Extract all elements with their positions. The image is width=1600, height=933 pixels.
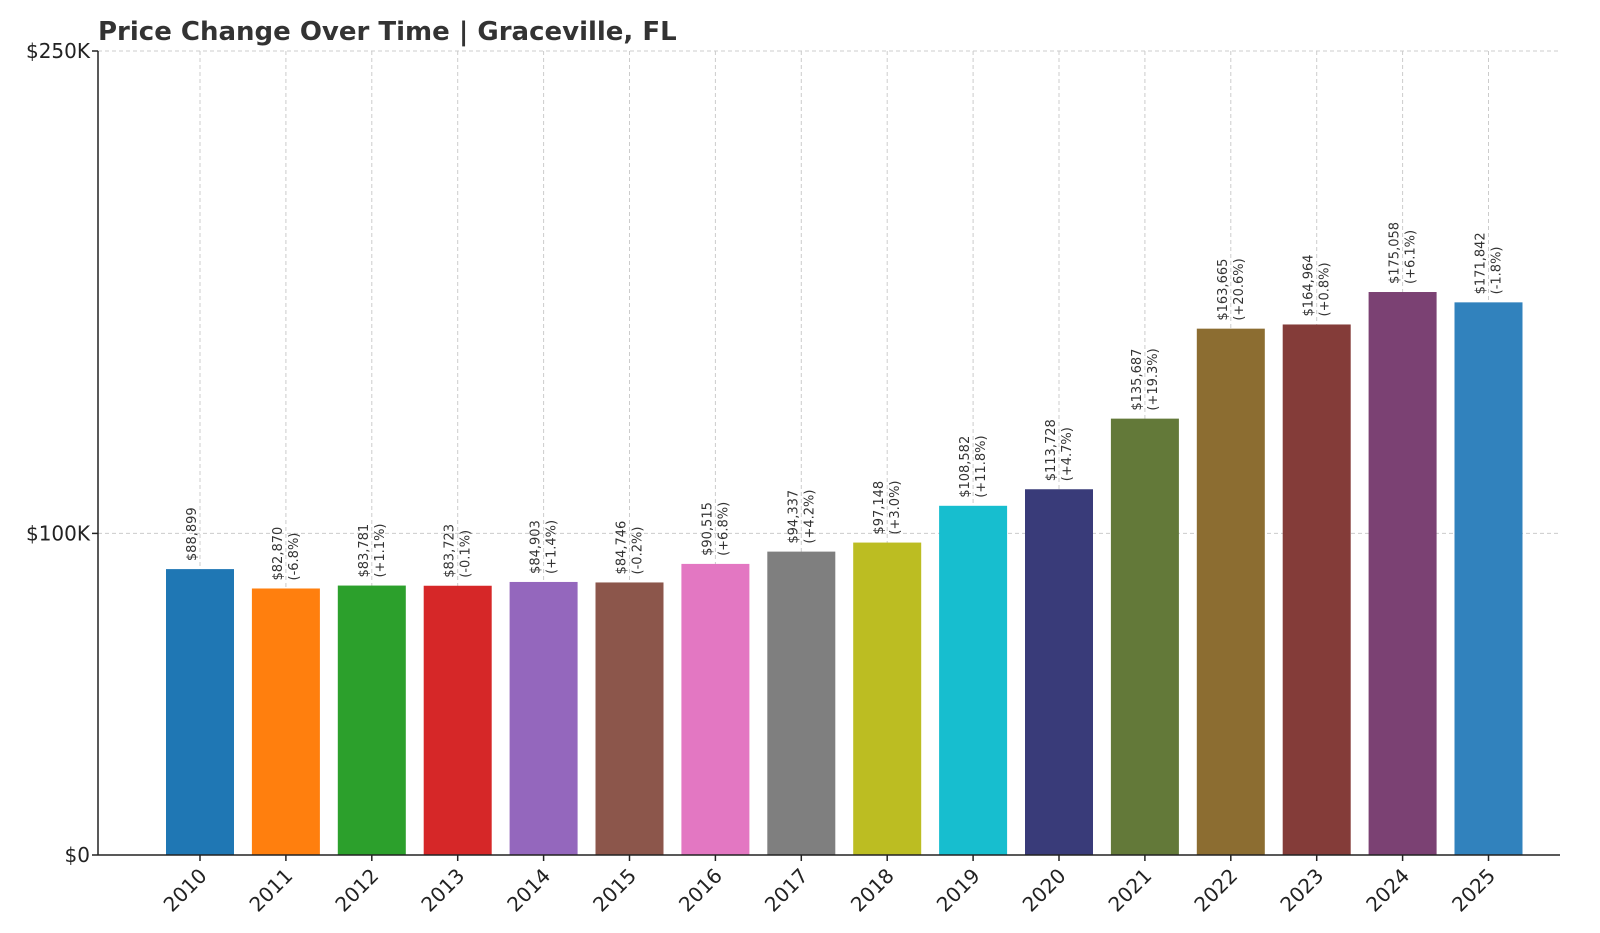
bar-2013 (423, 585, 492, 855)
bar-2020 (1025, 489, 1093, 855)
value-label: $90,515 (700, 502, 715, 556)
value-label: $84,903 (529, 520, 544, 574)
x-tick-label: 2024 (1361, 864, 1414, 917)
value-label: $108,582 (958, 436, 973, 498)
x-tick-label: 2019 (932, 864, 985, 917)
bar-2022 (1196, 328, 1265, 856)
value-label: $175,058 (1388, 222, 1403, 284)
x-tick-label: 2011 (244, 864, 297, 917)
change-label: (-0.2%) (631, 527, 646, 575)
chart-title: Price Change Over Time | Graceville, FL (98, 17, 677, 47)
data-label-2014: $84,903 (+1.4%) (529, 520, 560, 574)
data-label-2010: $88,899 (185, 507, 200, 561)
bar-2010 (166, 569, 234, 855)
bar-2017 (767, 551, 836, 855)
value-label: $88,899 (185, 507, 200, 561)
bar-2015 (595, 582, 664, 855)
data-label-2017: $94,337 (+4.2%) (786, 490, 817, 544)
x-tick-label: 2015 (588, 864, 641, 917)
y-tick-label: $0 (65, 843, 90, 867)
change-label: (+1.1%) (373, 523, 388, 577)
change-label: (+11.8%) (974, 435, 989, 497)
x-tick-label: 2025 (1447, 864, 1500, 917)
change-label: (+1.4%) (545, 520, 560, 574)
data-label-2012: $83,781 (+1.1%) (357, 523, 388, 577)
change-label: (+3.0%) (888, 480, 903, 534)
change-label: (+6.8%) (716, 502, 731, 556)
value-label: $84,746 (615, 521, 630, 575)
data-label-2020: $113,728 (+4.7%) (1044, 419, 1075, 481)
change-label: (-6.8%) (287, 533, 302, 581)
bars-layer (166, 292, 1523, 856)
change-label: (+19.3%) (1146, 348, 1161, 410)
bar-2012 (337, 585, 406, 855)
x-tick-label: 2023 (1275, 864, 1328, 917)
data-label-2022: $163,665 (+20.6%) (1216, 258, 1247, 320)
change-label: (-0.1%) (459, 530, 474, 578)
bar-2021 (1110, 418, 1179, 855)
value-label: $83,781 (357, 524, 372, 578)
x-tick-label: 2022 (1189, 864, 1242, 917)
bar-2019 (939, 505, 1008, 855)
x-tick-label: 2017 (760, 864, 813, 917)
x-tick-label: 2013 (416, 864, 469, 917)
data-label-2016: $90,515 (+6.8%) (700, 502, 731, 556)
change-label: (+4.7%) (1060, 427, 1075, 481)
data-label-2013: $83,723 (-0.1%) (443, 524, 474, 578)
data-labels-layer: $88,899 $82,870 (-6.8%) $83,781 (+1.1%) $83,7… (185, 222, 1505, 581)
bar-2011 (251, 588, 320, 855)
x-tick-label: 2018 (846, 864, 899, 917)
value-label: $163,665 (1216, 259, 1231, 321)
value-label: $171,842 (1474, 232, 1489, 294)
y-tick-label: $100K (26, 521, 91, 545)
value-label: $94,337 (786, 490, 801, 544)
bar-2025 (1454, 302, 1523, 855)
change-label: (+6.1%) (1404, 230, 1419, 284)
change-label: (+0.8%) (1318, 262, 1333, 316)
bar-2023 (1282, 324, 1351, 855)
data-label-2019: $108,582 (+11.8%) (958, 435, 989, 497)
value-label: $164,964 (1302, 254, 1317, 316)
data-label-2015: $84,746 (-0.2%) (615, 521, 646, 575)
data-label-2021: $135,687 (+19.3%) (1130, 348, 1161, 410)
change-label: (+20.6%) (1232, 258, 1247, 320)
data-label-2011: $82,870 (-6.8%) (271, 527, 302, 581)
change-label: (-1.8%) (1490, 246, 1505, 294)
value-label: $113,728 (1044, 419, 1059, 481)
bar-2024 (1368, 292, 1437, 856)
bar-2014 (509, 581, 578, 855)
x-tick-label: 2016 (674, 864, 727, 917)
data-label-2023: $164,964 (+0.8%) (1302, 254, 1333, 316)
x-tick-label: 2012 (330, 864, 383, 917)
value-label: $135,687 (1130, 349, 1145, 411)
x-tick-label: 2021 (1103, 864, 1156, 917)
value-label: $82,870 (271, 527, 286, 581)
bar-2018 (853, 542, 922, 855)
data-label-2024: $175,058 (+6.1%) (1388, 222, 1419, 284)
x-tick-label: 2010 (159, 864, 212, 917)
change-label: (+4.2%) (802, 490, 817, 544)
value-label: $97,148 (872, 481, 887, 535)
bar-2016 (681, 563, 750, 855)
y-tick-label: $250K (26, 39, 91, 63)
data-label-2018: $97,148 (+3.0%) (872, 480, 903, 534)
data-label-2025: $171,842 (-1.8%) (1474, 232, 1505, 294)
x-tick-label: 2020 (1018, 864, 1071, 917)
x-tick-label: 2014 (502, 864, 555, 917)
value-label: $83,723 (443, 524, 458, 578)
